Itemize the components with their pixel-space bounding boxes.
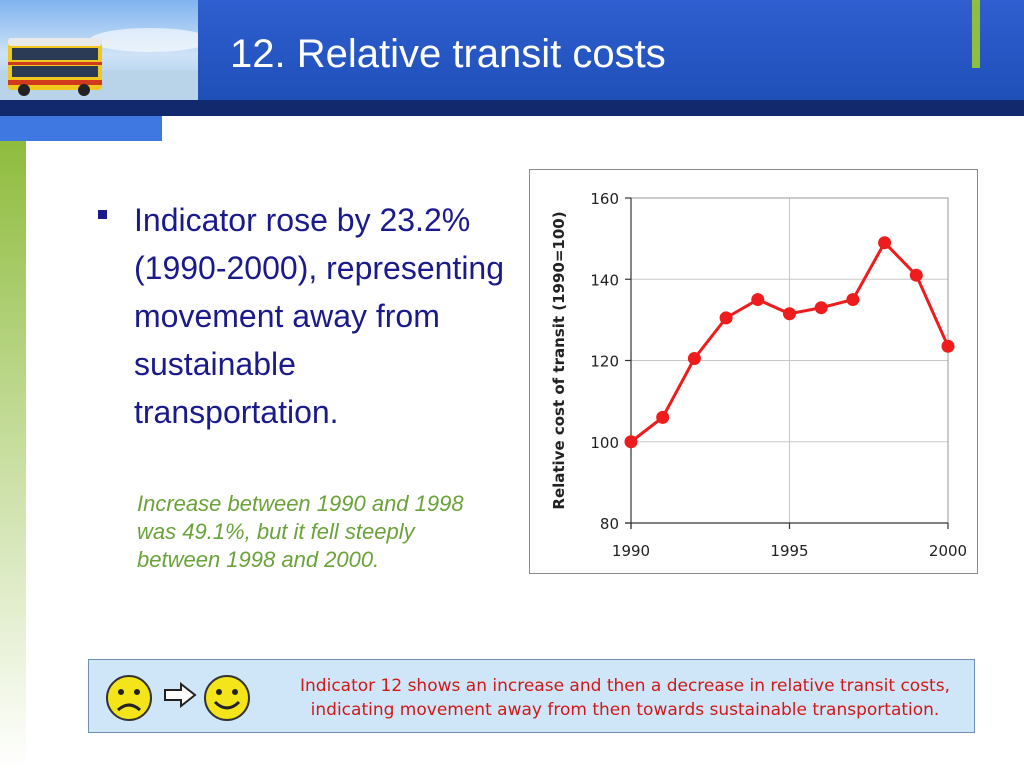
data-point: [656, 410, 670, 424]
bus-photo: [0, 0, 198, 100]
title-bar-block: [0, 116, 162, 141]
data-point: [751, 293, 765, 307]
bullet-marker: [98, 210, 107, 219]
smiley-face-icon: [204, 675, 250, 721]
data-point: [783, 307, 796, 321]
data-point: [878, 236, 892, 250]
chart: 80 100 120 140 160 1990 1995 2000 Relative cost …: [529, 169, 978, 574]
bullet-text: Indicator rose by 23.2% (1990-2000), rep…: [134, 202, 505, 430]
y-tick-label: 100: [590, 434, 619, 452]
summary-text: Indicator 12 shows an increase and then …: [300, 676, 950, 720]
title-bar-shadow: [0, 100, 1024, 116]
x-tick-label: 2000: [929, 542, 967, 560]
summary-box: Indicator 12 shows an increase and then …: [88, 659, 975, 733]
data-point: [624, 435, 638, 449]
data-point: [941, 339, 955, 353]
chart-svg: 80 100 120 140 160 1990 1995 2000 Relative cost …: [550, 190, 967, 560]
data-point: [846, 293, 860, 307]
page-title: 12. Relative transit costs: [230, 32, 666, 76]
y-tick-label: 120: [590, 353, 619, 371]
x-tick-label: 1995: [770, 542, 808, 560]
data-point: [719, 311, 733, 325]
y-tick-label: 80: [600, 515, 619, 533]
data-point: [909, 268, 923, 282]
left-decor-stripe: [0, 141, 26, 768]
y-axis-label: Relative cost of transit (1990=100): [550, 211, 568, 509]
y-tick-label: 140: [590, 271, 619, 289]
title-accent: [972, 0, 980, 68]
x-tick-label: 1990: [612, 542, 650, 560]
data-point: [814, 301, 828, 315]
data-point: [687, 351, 701, 365]
y-tick-label: 160: [590, 190, 619, 208]
sub-note: Increase between 1990 and 1998 was 49.1%…: [137, 491, 464, 572]
arrow-right-icon: [164, 682, 197, 708]
sad-face-icon: [106, 675, 152, 721]
